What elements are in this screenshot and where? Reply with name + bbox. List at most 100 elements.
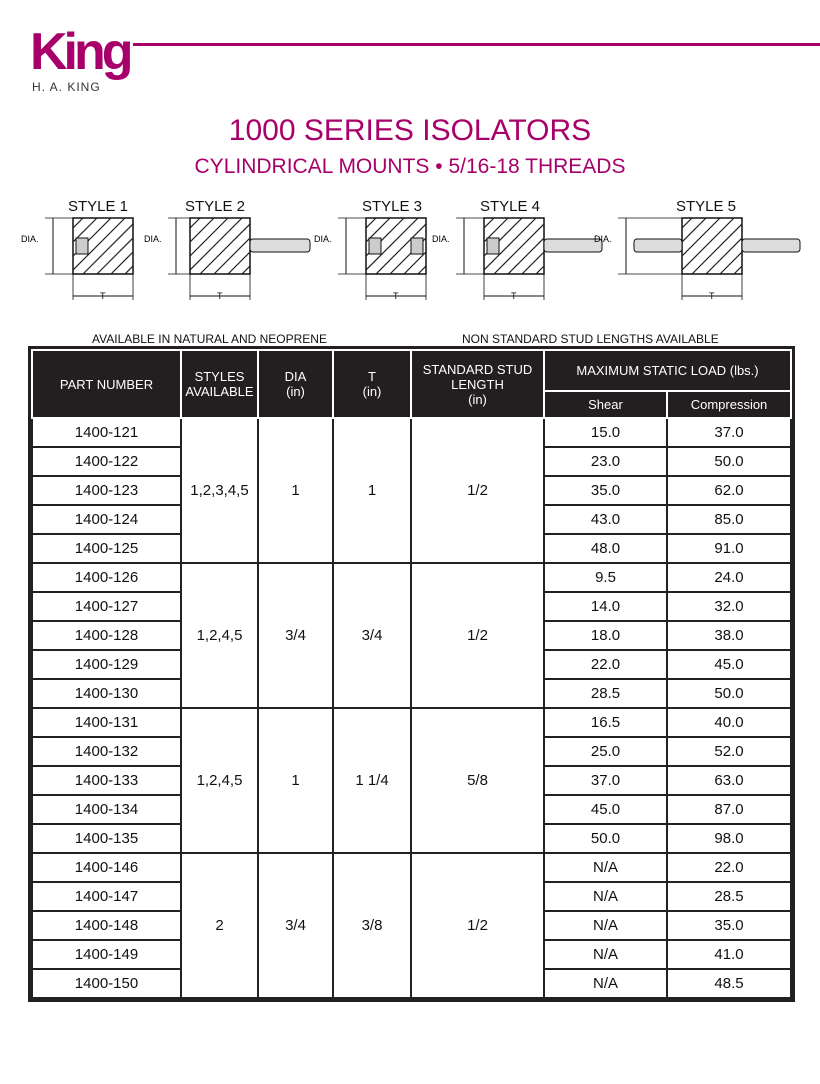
- style-3-diagram: DIA. T: [314, 217, 427, 301]
- header-part-number: PART NUMBER: [31, 349, 182, 419]
- style-1-label: STYLE 1: [68, 198, 129, 215]
- part-number-cell: 1400-124: [31, 504, 182, 535]
- part-number-cell: 1400-126: [31, 562, 182, 593]
- part-number-cell: 1400-130: [31, 678, 182, 709]
- dia-label: DIA.: [144, 234, 162, 244]
- compression-cell: 24.0: [666, 562, 792, 593]
- compression-cell: 91.0: [666, 533, 792, 564]
- compression-cell: 62.0: [666, 475, 792, 506]
- style-3-label: STYLE 3: [362, 198, 423, 215]
- stud-length-cell: 1/2: [410, 852, 545, 999]
- threaded-stud: [633, 238, 683, 253]
- shear-cell: 25.0: [543, 736, 668, 767]
- header-shear: Shear: [543, 390, 668, 419]
- part-number-cell: 1400-135: [31, 823, 182, 854]
- material-note: AVAILABLE IN NATURAL AND NEOPRENE: [92, 332, 327, 346]
- hatching: [682, 218, 742, 274]
- compression-cell: 48.5: [666, 968, 792, 999]
- style-diagrams: DIA. T DIA. T DIA. T DIA. T DIA. T: [21, 217, 801, 301]
- t-cell: 1: [332, 417, 412, 564]
- header-stud-length: STANDARD STUD LENGTH (in): [410, 349, 545, 419]
- shear-cell: N/A: [543, 852, 668, 883]
- part-number-cell: 1400-123: [31, 475, 182, 506]
- compression-cell: 32.0: [666, 591, 792, 622]
- part-number-cell: 1400-134: [31, 794, 182, 825]
- t-cell: 3/8: [332, 852, 412, 999]
- part-number-cell: 1400-121: [31, 417, 182, 448]
- logo: King H. A. KING: [30, 23, 140, 105]
- part-number-cell: 1400-149: [31, 939, 182, 970]
- shear-cell: 48.0: [543, 533, 668, 564]
- style-5-label: STYLE 5: [676, 198, 737, 215]
- table-row: 1400-147 N/A 28.5: [31, 881, 792, 912]
- style-2-label: STYLE 2: [185, 198, 246, 215]
- table-row: 1400-146 2 3/4 3/8 1/2 N/A 22.0: [31, 852, 792, 999]
- shear-cell: 28.5: [543, 678, 668, 709]
- style-4-label: STYLE 4: [480, 198, 541, 215]
- header-compression: Compression: [666, 390, 792, 419]
- stud-note: NON STANDARD STUD LENGTHS AVAILABLE: [462, 332, 719, 346]
- table-row: 1400-149 N/A 41.0: [31, 939, 792, 970]
- threaded-stud: [543, 238, 603, 253]
- styles-cell: 1,2,4,5: [180, 707, 259, 854]
- header-styles: STYLES AVAILABLE: [180, 349, 259, 419]
- compression-cell: 40.0: [666, 707, 792, 738]
- table-row: 1400-148 N/A 35.0: [31, 910, 792, 941]
- dia-label: DIA.: [21, 234, 39, 244]
- dia-cell: 3/4: [257, 562, 334, 709]
- threaded-insert: [75, 237, 89, 255]
- table-row: 1400-125 48.0 91.0: [31, 533, 792, 564]
- table-row: 1400-150 N/A 48.5: [31, 968, 792, 999]
- threaded-insert: [410, 237, 424, 255]
- shear-cell: 16.5: [543, 707, 668, 738]
- part-number-cell: 1400-125: [31, 533, 182, 564]
- dia-cell: 1: [257, 417, 334, 564]
- compression-cell: 37.0: [666, 417, 792, 448]
- shear-cell: 43.0: [543, 504, 668, 535]
- compression-cell: 63.0: [666, 765, 792, 796]
- t-label: T: [393, 291, 399, 301]
- t-label: T: [511, 291, 517, 301]
- table-row: 1400-133 37.0 63.0: [31, 765, 792, 796]
- stud-length-cell: 5/8: [410, 707, 545, 854]
- shear-cell: N/A: [543, 939, 668, 970]
- table-row: 1400-124 43.0 85.0: [31, 504, 792, 535]
- shear-cell: 35.0: [543, 475, 668, 506]
- t-label: T: [217, 291, 223, 301]
- t-cell: 3/4: [332, 562, 412, 709]
- part-number-cell: 1400-150: [31, 968, 182, 999]
- shear-cell: 18.0: [543, 620, 668, 651]
- table-row: 1400-129 22.0 45.0: [31, 649, 792, 680]
- table-row: 1400-130 28.5 50.0: [31, 678, 792, 709]
- compression-cell: 87.0: [666, 794, 792, 825]
- dia-cell: 3/4: [257, 852, 334, 999]
- compression-cell: 38.0: [666, 620, 792, 651]
- shear-cell: 9.5: [543, 562, 668, 593]
- shear-cell: N/A: [543, 881, 668, 912]
- t-cell: 1 1/4: [332, 707, 412, 854]
- compression-cell: 85.0: [666, 504, 792, 535]
- logo-wordmark: King: [30, 23, 134, 81]
- table-row: 1400-127 14.0 32.0: [31, 591, 792, 622]
- shear-cell: 45.0: [543, 794, 668, 825]
- header-max-load: MAXIMUM STATIC LOAD (lbs.): [543, 349, 792, 392]
- part-number-cell: 1400-127: [31, 591, 182, 622]
- table-row: 1400-123 35.0 62.0: [31, 475, 792, 506]
- dia-cell: 1: [257, 707, 334, 854]
- part-number-cell: 1400-148: [31, 910, 182, 941]
- page-title: 1000 SERIES ISOLATORS: [228, 114, 592, 147]
- style-1-diagram: DIA. T: [21, 217, 134, 301]
- part-number-cell: 1400-147: [31, 881, 182, 912]
- part-number-cell: 1400-133: [31, 765, 182, 796]
- compression-cell: 98.0: [666, 823, 792, 854]
- threaded-stud: [249, 238, 311, 253]
- table-row: 1400-122 23.0 50.0: [31, 446, 792, 477]
- table-row: 1400-121 1,2,3,4,5 1 1 1/2 15.0 37.0: [31, 417, 792, 564]
- dia-label: DIA.: [432, 234, 450, 244]
- threaded-stud: [741, 238, 801, 253]
- compression-cell: 41.0: [666, 939, 792, 970]
- compression-cell: 28.5: [666, 881, 792, 912]
- styles-cell: 1,2,4,5: [180, 562, 259, 709]
- shear-cell: 15.0: [543, 417, 668, 448]
